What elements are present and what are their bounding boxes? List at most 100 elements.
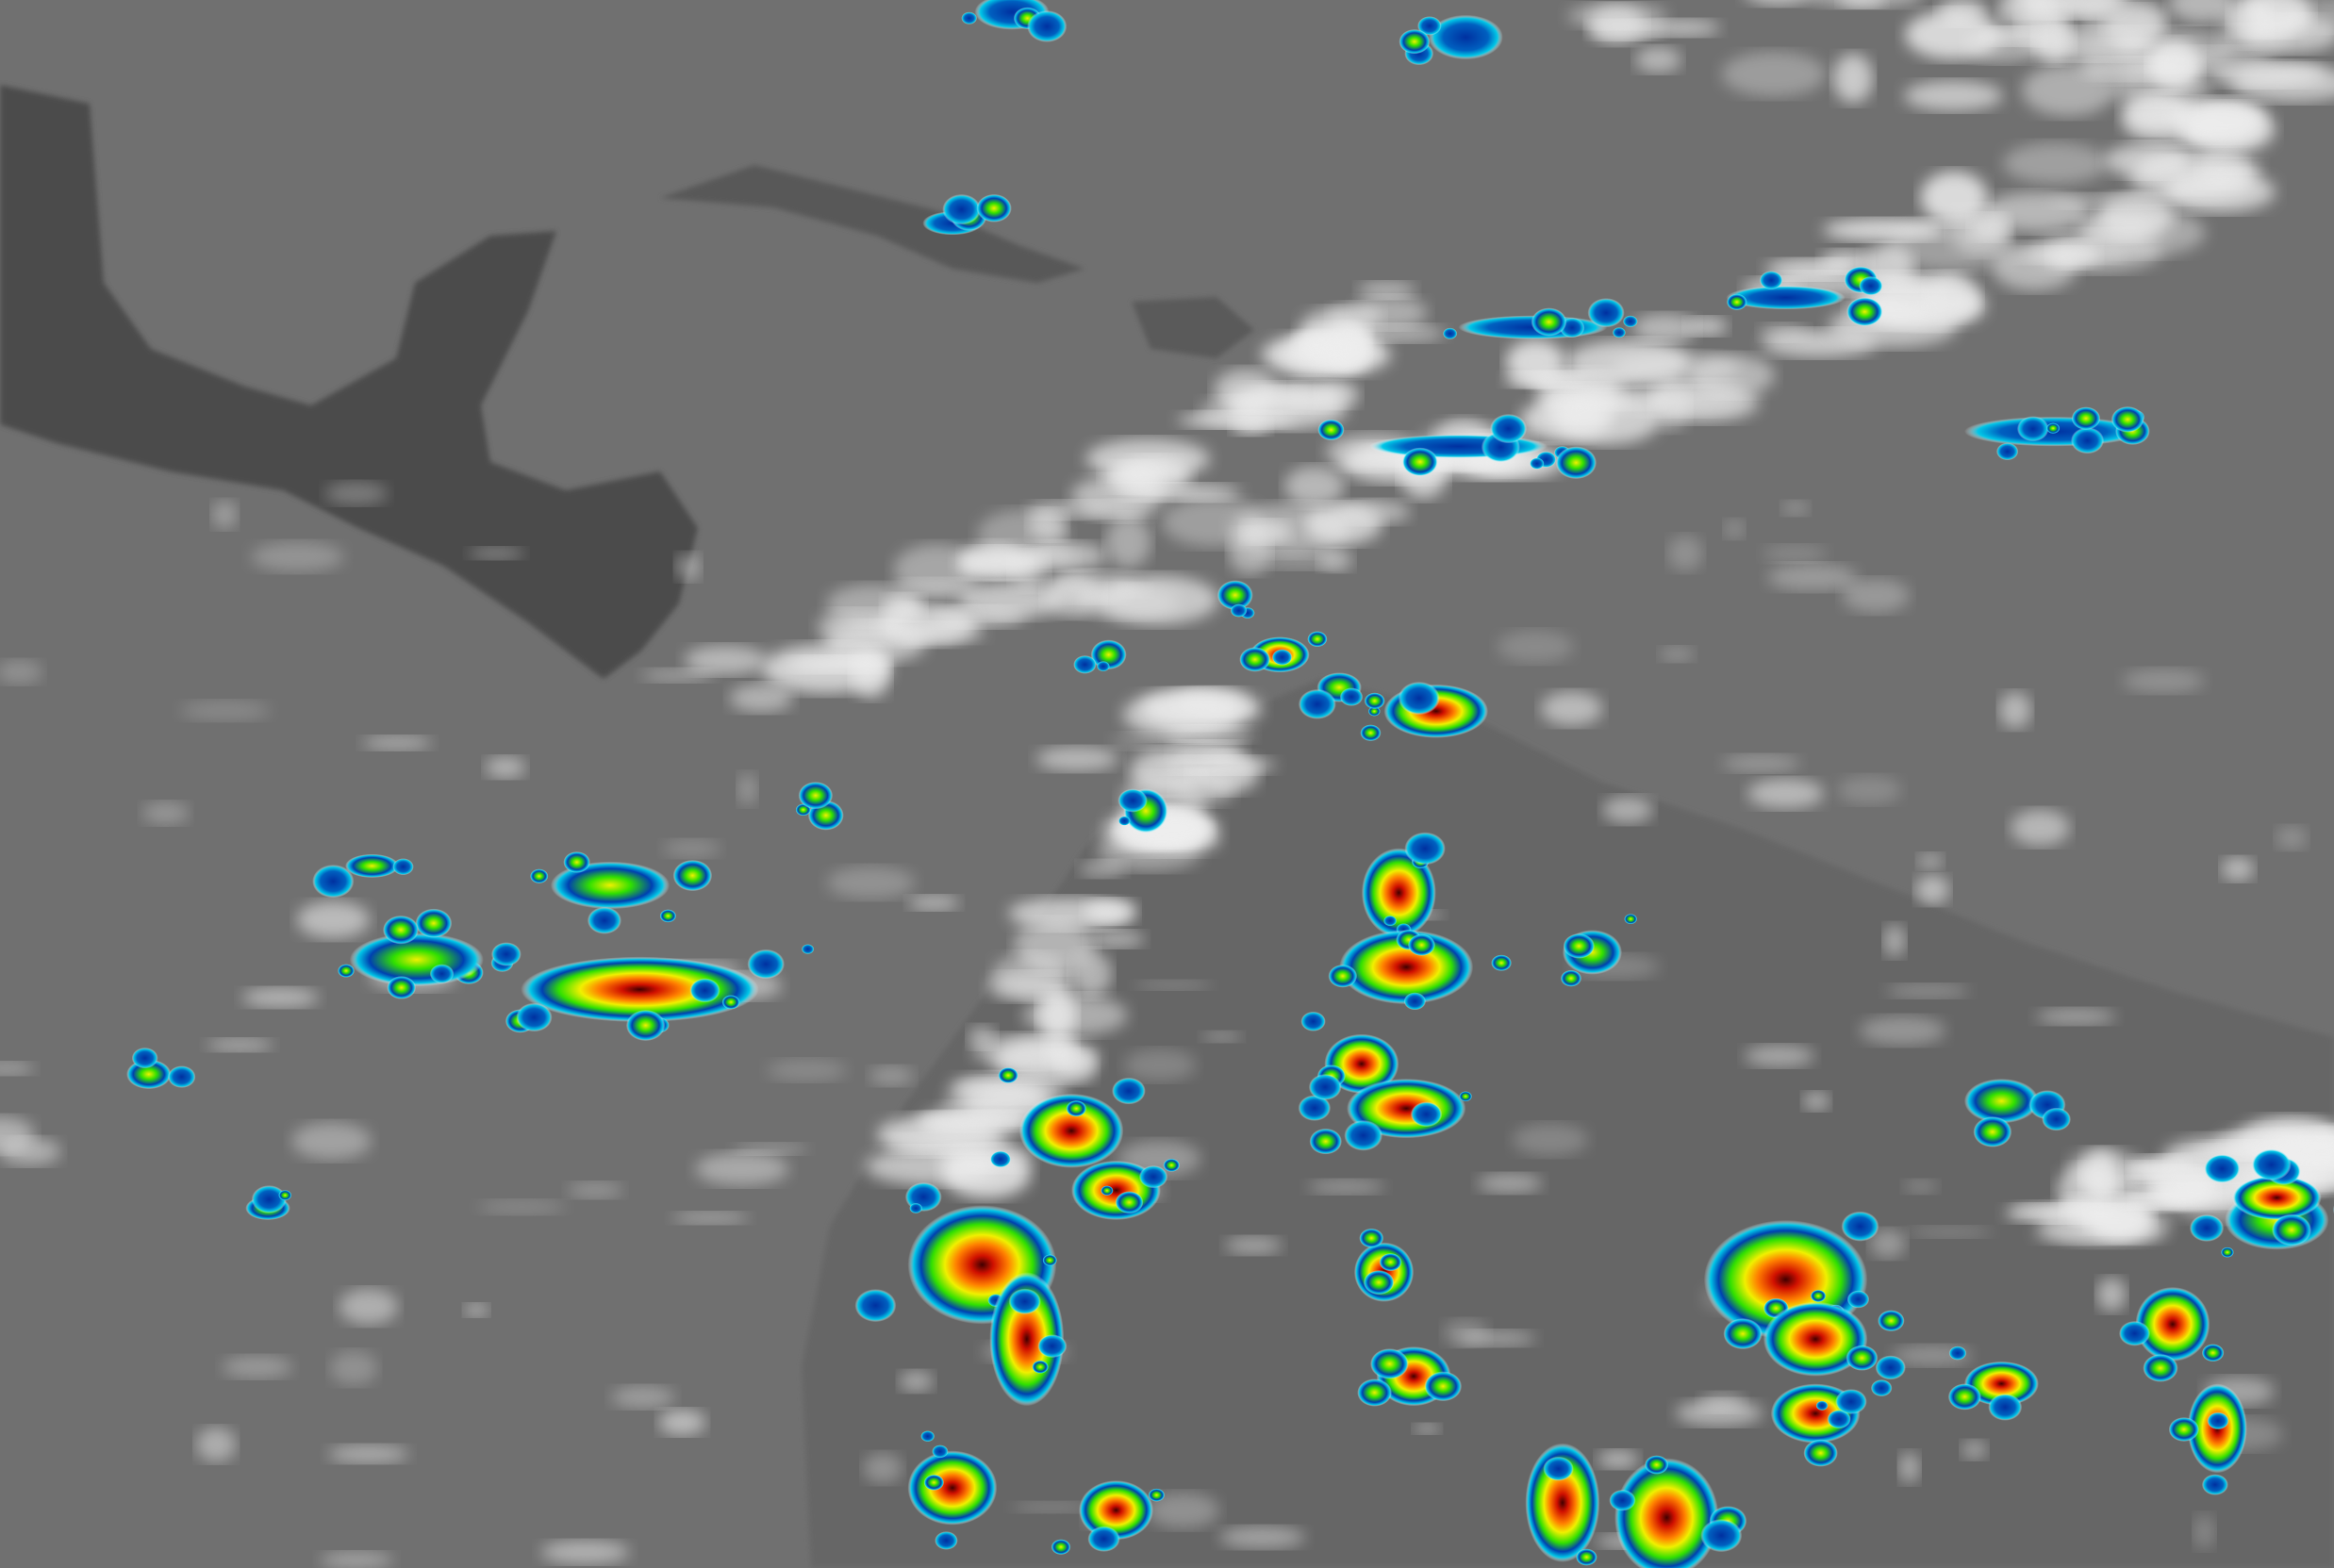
storm-cell: [998, 1066, 1018, 1084]
cloud-patch: [2040, 1199, 2172, 1246]
cloud-patch: [206, 1038, 273, 1052]
storm-cell: [2189, 1213, 2225, 1242]
storm-cell: [1383, 915, 1398, 927]
storm-cell: [392, 858, 414, 876]
storm-cell: [1073, 655, 1097, 674]
storm-cell: [1624, 914, 1638, 925]
storm-cell: [1963, 1361, 2039, 1407]
storm-cell: [1363, 1270, 1395, 1296]
storm-cell: [1846, 1345, 1879, 1371]
storm-cell: [1379, 1253, 1402, 1272]
storm-cell: [251, 1185, 287, 1213]
cloud-patch: [1602, 796, 1653, 824]
storm-cell: [1424, 1371, 1463, 1402]
cloud-patch: [1724, 519, 1745, 539]
cloud-patch: [1317, 382, 1361, 408]
cloud-patch: [320, 1552, 393, 1568]
storm-cell: [2071, 406, 2101, 430]
storm-cell: [131, 1048, 158, 1069]
storm-cell: [1300, 1011, 1326, 1032]
cloud-patch: [1903, 80, 2003, 111]
cloud-patch: [212, 500, 238, 529]
cloud-patch: [1134, 980, 1213, 990]
storm-cell: [2016, 416, 2049, 442]
storm-cell: [1875, 1355, 1906, 1380]
cloud-patch: [1883, 924, 1906, 958]
storm-cell: [1309, 1128, 1342, 1155]
cloud-patch: [1026, 541, 1106, 570]
cloud-patch: [936, 1144, 1033, 1172]
cloud-patch: [2228, 0, 2271, 46]
storm-cell: [1407, 933, 1436, 956]
storm-cell: [1428, 14, 1503, 60]
cloud-patch: [1533, 371, 1632, 391]
storm-cell: [2251, 1148, 2292, 1181]
storm-cell: [1996, 442, 2019, 461]
storm-cell: [1576, 1548, 1597, 1566]
storm-cell: [961, 11, 978, 25]
storm-cell: [1543, 1456, 1574, 1481]
cloud-patch: [567, 1181, 623, 1198]
cloud-patch: [296, 900, 371, 939]
storm-cell: [1370, 1348, 1409, 1379]
cloud-patch: [1457, 1330, 1536, 1346]
storm-cell: [1563, 933, 1596, 959]
cloud-patch: [1166, 726, 1254, 744]
cloud-patch: [2122, 668, 2205, 693]
cloud-patch: [540, 1540, 630, 1564]
cloud-patch: [1898, 1451, 1920, 1484]
storm-cell: [563, 851, 590, 873]
storm-cell: [2135, 1286, 2210, 1362]
cloud-patch: [477, 1199, 566, 1214]
storm-cell: [1148, 1488, 1166, 1502]
cloud-patch: [2209, 61, 2326, 88]
cloud-patch: [1123, 1048, 1197, 1081]
cloud-patch: [908, 895, 960, 911]
storm-cell: [1815, 1400, 1829, 1411]
cloud-patch: [1094, 574, 1219, 625]
cloud-patch: [0, 1062, 35, 1075]
cloud-patch: [1087, 930, 1146, 949]
storm-cell: [920, 1430, 935, 1443]
cloud-patch: [1035, 747, 1118, 771]
storm-cell: [909, 1202, 923, 1213]
cloud-patch: [2221, 857, 2255, 882]
cloud-patch: [1631, 313, 1697, 343]
cloud-patch: [2024, 27, 2155, 60]
hispaniola: [1132, 297, 1254, 358]
cloud-patch: [671, 1212, 750, 1225]
cloud-patch: [2035, 1008, 2116, 1025]
cloud-patch: [251, 541, 344, 572]
storm-cell: [2221, 1246, 2234, 1258]
storm-cell: [1759, 271, 1783, 290]
cloud-patch: [1349, 324, 1446, 342]
storm-cell: [1271, 649, 1293, 666]
storm-cell: [1609, 1489, 1636, 1511]
storm-cell: [1398, 681, 1440, 716]
storm-cell: [1401, 447, 1438, 477]
cloud-patch: [761, 644, 891, 693]
cloud-patch: [468, 547, 524, 560]
cloud-patch: [1229, 529, 1271, 574]
cloud-patch: [733, 1143, 808, 1155]
storm-cell: [2201, 1474, 2228, 1495]
storm-cell: [1859, 275, 1883, 296]
cloud-patch: [1997, 0, 2053, 34]
cloud-patch: [1283, 466, 1345, 506]
cloud-patch: [1999, 691, 2031, 729]
storm-cell: [1810, 1289, 1827, 1303]
cloud-patch: [1869, 1229, 1907, 1259]
cloud-patch: [1917, 853, 1944, 869]
cloud-patch: [1839, 0, 1885, 8]
storm-cell: [2042, 1107, 2071, 1131]
cloud-patch: [662, 839, 721, 858]
cloud-patch: [1307, 1180, 1385, 1195]
cloud-patch: [0, 1137, 61, 1165]
storm-cell: [935, 1531, 958, 1550]
cloud-patch: [826, 584, 919, 626]
storm-cell: [1307, 631, 1328, 648]
cloud-patch: [1120, 584, 1151, 598]
storm-cell: [1008, 1288, 1041, 1315]
cloud-patch: [1886, 220, 2013, 272]
cloud-patch: [1101, 461, 1163, 492]
